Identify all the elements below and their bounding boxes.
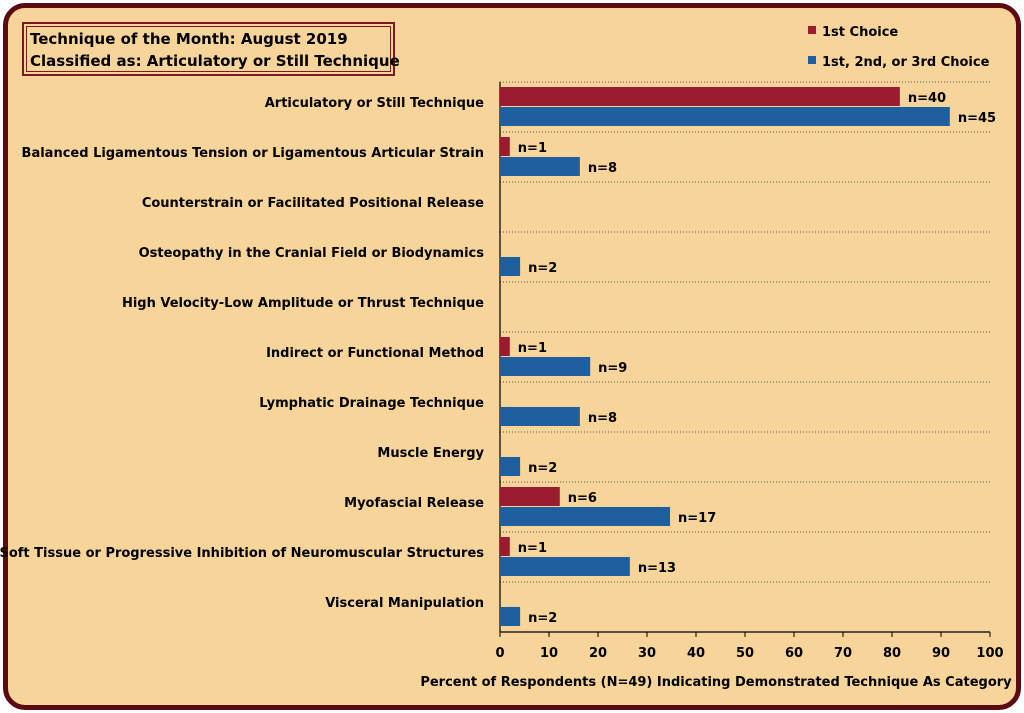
bar-1st-choice-1 (500, 137, 510, 156)
bar-1st-2nd-or-3rd-choice-7 (500, 457, 521, 476)
bar-1st-2nd-or-3rd-choice-10 (500, 607, 521, 626)
x-tick-label: 40 (687, 646, 705, 661)
bar-1st-2nd-or-3rd-choice-9 (500, 557, 630, 576)
bar-1st-choice-0 (500, 87, 900, 106)
category-label: Indirect or Functional Method (266, 346, 484, 361)
data-label-1st-2nd-or-3rd-choice: n=8 (588, 411, 617, 426)
bar-1st-2nd-or-3rd-choice-0 (500, 107, 950, 126)
chart-subtitle: Classified as: Articulatory or Still Tec… (30, 52, 400, 70)
bar-1st-choice-9 (500, 537, 510, 556)
x-tick-label: 20 (589, 646, 607, 661)
bar-1st-2nd-or-3rd-choice-6 (500, 407, 580, 426)
bar-1st-2nd-or-3rd-choice-1 (500, 157, 580, 176)
legend: 1st Choice 1st, 2nd, or 3rd Choice (808, 25, 990, 70)
category-label: Visceral Manipulation (325, 596, 484, 611)
data-label-1st-choice: n=1 (518, 341, 547, 356)
bar-1st-2nd-or-3rd-choice-8 (500, 507, 671, 526)
plot-area: 0 10 20 30 40 50 60 70 80 90 100 Articulatory or St… (0, 81, 1004, 661)
x-tick-label: 70 (834, 646, 852, 661)
x-tick-label: 80 (883, 646, 901, 661)
x-tick-label: 60 (785, 646, 803, 661)
data-label-1st-2nd-or-3rd-choice: n=2 (528, 261, 557, 276)
data-label-1st-2nd-or-3rd-choice: n=17 (678, 511, 716, 526)
category-label: Counterstrain or Facilitated Positional … (142, 196, 484, 211)
legend-label-1st-choice: 1st Choice (822, 25, 898, 40)
category-label: Muscle Energy (377, 446, 484, 461)
category-label: Lymphatic Drainage Technique (259, 396, 484, 411)
category-label: High Velocity-Low Amplitude or Thrust Te… (122, 296, 484, 311)
x-axis-title: Percent of Respondents (N=49) Indicating… (420, 675, 1012, 690)
legend-swatch-1st-choice (808, 26, 816, 34)
category-label: Soft Tissue or Progressive Inhibition of… (0, 546, 484, 561)
data-label-1st-choice: n=1 (518, 541, 547, 556)
data-label-1st-2nd-or-3rd-choice: n=13 (638, 561, 676, 576)
bar-1st-2nd-or-3rd-choice-5 (500, 357, 591, 376)
data-label-1st-2nd-or-3rd-choice: n=45 (958, 111, 996, 126)
legend-swatch-top3-choice (808, 56, 816, 64)
legend-label-top3-choice: 1st, 2nd, or 3rd Choice (822, 55, 990, 70)
category-label: Myofascial Release (344, 496, 484, 511)
chart-title-box: Technique of the Month: August 2019 Clas… (22, 22, 400, 76)
chart-title: Technique of the Month: August 2019 (30, 30, 348, 48)
category-label: Osteopathy in the Cranial Field or Biody… (139, 246, 485, 261)
data-label-1st-2nd-or-3rd-choice: n=2 (528, 611, 557, 626)
category-label: Articulatory or Still Technique (265, 96, 484, 111)
x-tick-label: 0 (495, 646, 504, 661)
data-label-1st-choice: n=6 (568, 491, 597, 506)
data-label-1st-choice: n=40 (908, 91, 946, 106)
bar-1st-choice-5 (500, 337, 510, 356)
bar-1st-2nd-or-3rd-choice-3 (500, 257, 521, 276)
bar-1st-choice-8 (500, 487, 560, 506)
data-label-1st-2nd-or-3rd-choice: n=9 (598, 361, 627, 376)
x-tick-label: 50 (736, 646, 754, 661)
x-tick-label: 90 (932, 646, 950, 661)
x-tick-label: 100 (976, 646, 1003, 661)
x-tick-label: 10 (540, 646, 558, 661)
category-label: Balanced Ligamentous Tension or Ligament… (22, 146, 484, 161)
x-tick-label: 30 (638, 646, 656, 661)
data-label-1st-choice: n=1 (518, 141, 547, 156)
data-label-1st-2nd-or-3rd-choice: n=2 (528, 461, 557, 476)
data-label-1st-2nd-or-3rd-choice: n=8 (588, 161, 617, 176)
